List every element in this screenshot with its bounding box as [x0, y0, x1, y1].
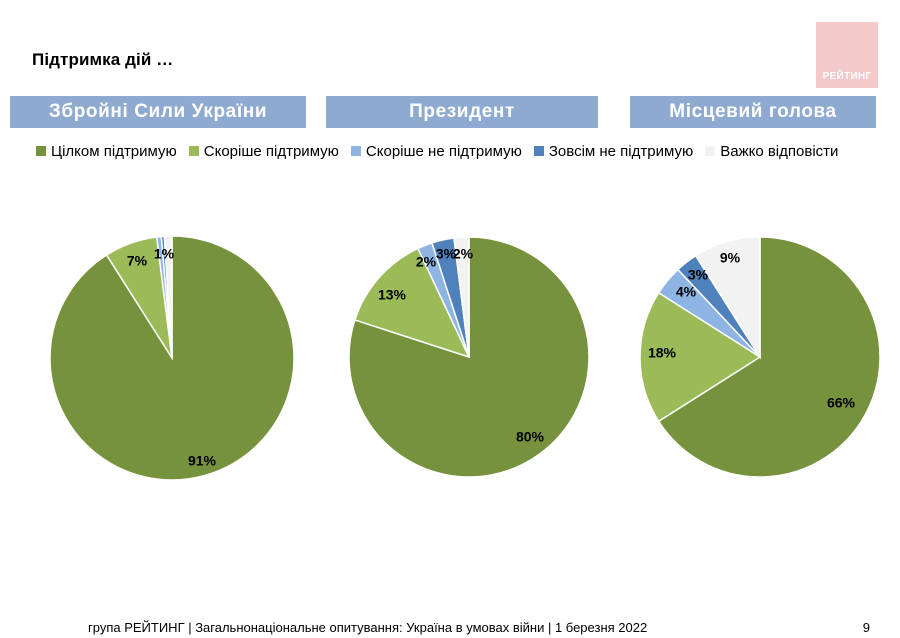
legend-swatch	[533, 146, 544, 156]
logo-text: РЕЙТИНГ	[822, 71, 872, 82]
rating-logo: РЕЙТИНГ	[816, 22, 878, 88]
legend-label: Цілком підтримую	[51, 142, 177, 160]
pie-slice-mayor-1	[639, 291, 762, 423]
pie-slice-mayor-4	[694, 236, 761, 360]
data-label-mayor-3: 3%	[688, 267, 709, 283]
data-label-armed-forces-0: 91%	[188, 453, 217, 469]
pie-president: 80% 13% 2% 3%2%	[348, 236, 590, 478]
data-label-president-4: 2%	[453, 246, 474, 262]
legend-label: Скоріше підтримую	[203, 142, 339, 160]
chart-title-mayor: Місцевий голова	[630, 96, 876, 128]
data-label-armed-forces-4: 1%	[154, 246, 175, 262]
legend-item-hard-to-say: Важко відповісти	[705, 143, 838, 160]
legend-label: Важко відповісти	[720, 142, 839, 160]
data-label-mayor-1: 18%	[648, 345, 677, 361]
page-title: Підтримка дій …	[32, 50, 174, 69]
data-label-mayor-0: 66%	[827, 395, 856, 411]
legend-swatch	[350, 146, 361, 156]
pie-mayor: 66% 18% 4%3% 9%	[639, 236, 881, 478]
chart-title-armed-forces: Збройні Сили України	[10, 96, 306, 128]
legend-item-not-support: Зовсім не підтримую	[533, 142, 694, 160]
data-label-president-2: 2%	[416, 254, 437, 270]
legend-swatch	[36, 146, 46, 156]
legend: Цілком підтримую Скоріше підтримую Скорі…	[36, 140, 850, 162]
legend-item-rather-not-support: Скоріше не підтримую	[350, 142, 522, 160]
pie-armed-forces: 91% 7% 1%	[49, 235, 295, 481]
data-label-president-0: 80%	[516, 429, 545, 445]
pie-slice-armed-forces-4	[163, 235, 173, 359]
legend-swatch	[188, 146, 199, 156]
legend-label: Скоріше не підтримую	[365, 142, 522, 160]
legend-item-fully-support: Цілком підтримую	[36, 143, 177, 160]
pie-slice-mayor-0	[657, 236, 881, 478]
data-label-armed-forces-1: 7%	[127, 253, 148, 269]
legend-label: Зовсім не підтримую	[548, 142, 694, 160]
chart-title-president: Президент	[326, 96, 598, 128]
data-label-mayor-4: 9%	[720, 250, 741, 266]
legend-swatch	[705, 146, 716, 156]
data-label-mayor-2: 4%	[676, 284, 697, 300]
pie-slice-president-1	[353, 247, 471, 359]
data-label-president-1: 13%	[378, 287, 407, 303]
footer-source: група РЕЙТИНГ | Загальнонаціональне опит…	[88, 620, 648, 635]
page-number: 9	[862, 620, 870, 635]
data-label-president-3: 3%	[436, 246, 457, 262]
pie-slice-president-4	[453, 236, 470, 358]
legend-item-rather-support: Скоріше підтримую	[188, 142, 339, 160]
